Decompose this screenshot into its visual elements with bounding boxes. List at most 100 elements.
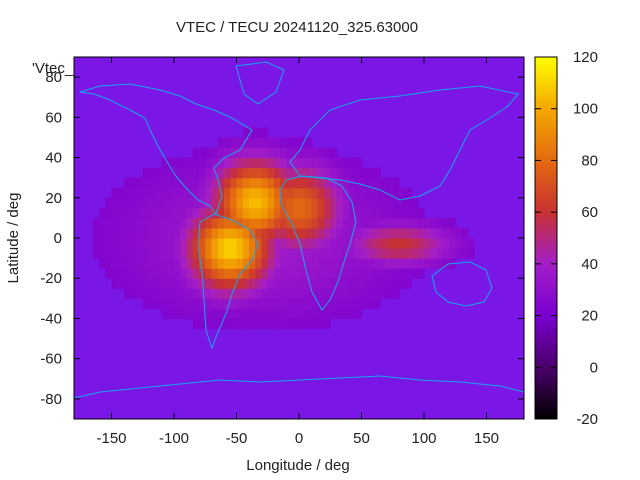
heat-cell (249, 157, 256, 169)
heat-cell (361, 177, 369, 189)
heat-cell (386, 248, 394, 259)
heat-cell (274, 217, 281, 229)
heat-cell (186, 278, 194, 289)
heat-cell (361, 268, 369, 279)
heat-cell (236, 238, 244, 249)
heat-cell (242, 318, 250, 330)
heat-cell (367, 248, 375, 259)
heat-cell (155, 288, 163, 299)
heat-cell (249, 278, 256, 289)
heat-cell (367, 288, 375, 299)
y-tick-label: -20 (40, 270, 62, 287)
heat-cell (336, 298, 344, 309)
plot-area: 'Vtec_ (32, 56, 525, 420)
heat-cell (142, 248, 150, 259)
heat-cell (367, 278, 375, 289)
heat-cell (280, 217, 288, 229)
heat-cell (149, 238, 156, 249)
heat-cell (355, 308, 363, 320)
heat-cell (374, 177, 381, 189)
heat-cell (267, 147, 275, 159)
heat-cell (336, 217, 344, 229)
heat-cell (230, 227, 238, 239)
heat-cell (349, 187, 356, 199)
heat-cell (424, 227, 431, 239)
heat-cell (99, 227, 106, 239)
heat-cell (286, 187, 294, 199)
y-axis-label: Latitude / deg (5, 193, 22, 284)
heat-cell (361, 238, 369, 249)
heat-cell (317, 298, 325, 309)
heat-cell (174, 248, 181, 259)
heat-cell (249, 318, 256, 330)
heat-cell (192, 167, 200, 179)
y-tick-label: 80 (45, 69, 62, 86)
heat-cell (280, 137, 288, 149)
heat-cell (311, 147, 319, 159)
heat-cell (311, 308, 319, 320)
heat-cell (405, 268, 413, 279)
heat-cell (349, 298, 356, 309)
heat-cell (174, 268, 181, 279)
heat-cell (355, 177, 363, 189)
heat-cell (255, 207, 263, 219)
heat-cell (311, 258, 319, 269)
heat-cell (192, 217, 200, 229)
heat-cell (317, 268, 325, 279)
heat-cell (205, 147, 213, 159)
heat-cell (199, 217, 206, 229)
heat-cell (417, 258, 425, 269)
heat-cell (292, 248, 300, 259)
heat-cell (280, 157, 288, 169)
heat-cell (330, 227, 338, 239)
heat-cell (292, 288, 300, 299)
heat-cell (99, 258, 106, 269)
heat-cell (336, 177, 344, 189)
heat-cell (280, 308, 288, 320)
heat-cell (324, 217, 331, 229)
heat-cell (280, 278, 288, 289)
heat-cell (255, 217, 263, 229)
heat-cell (249, 258, 256, 269)
heat-cell (286, 318, 294, 330)
heat-cell (336, 207, 344, 219)
heat-cell (324, 238, 331, 249)
heat-cell (267, 238, 275, 249)
heat-cell (317, 147, 325, 159)
heat-cell (236, 298, 244, 309)
heat-cell (386, 177, 394, 189)
heat-cell (286, 197, 294, 209)
heat-cell (292, 238, 300, 249)
heat-cell (142, 197, 150, 209)
heat-cell (436, 258, 444, 269)
heat-cell (255, 258, 263, 269)
heat-cell (105, 248, 113, 259)
heat-cell (261, 227, 269, 239)
heat-cell (311, 177, 319, 189)
heat-cell (149, 167, 156, 179)
heat-cell (205, 177, 213, 189)
heat-cell (211, 177, 219, 189)
heat-cell (199, 308, 206, 320)
heat-cell (255, 187, 263, 199)
heat-cell (199, 207, 206, 219)
heat-cell (161, 207, 169, 219)
heat-cell (280, 258, 288, 269)
heat-cell (405, 238, 413, 249)
heat-cell (230, 318, 238, 330)
heat-cell (292, 197, 300, 209)
heat-cell (411, 248, 419, 259)
heat-cell (305, 197, 313, 209)
heat-cell (249, 147, 256, 159)
heat-cell (261, 157, 269, 169)
heat-cell (430, 227, 438, 239)
heat-cell (317, 207, 325, 219)
heat-cell (186, 177, 194, 189)
heat-cell (174, 278, 181, 289)
heat-cell (336, 197, 344, 209)
heat-cell (242, 298, 250, 309)
heat-cell (324, 288, 331, 299)
heat-cell (411, 238, 419, 249)
heat-cell (261, 207, 269, 219)
heat-cell (355, 298, 363, 309)
